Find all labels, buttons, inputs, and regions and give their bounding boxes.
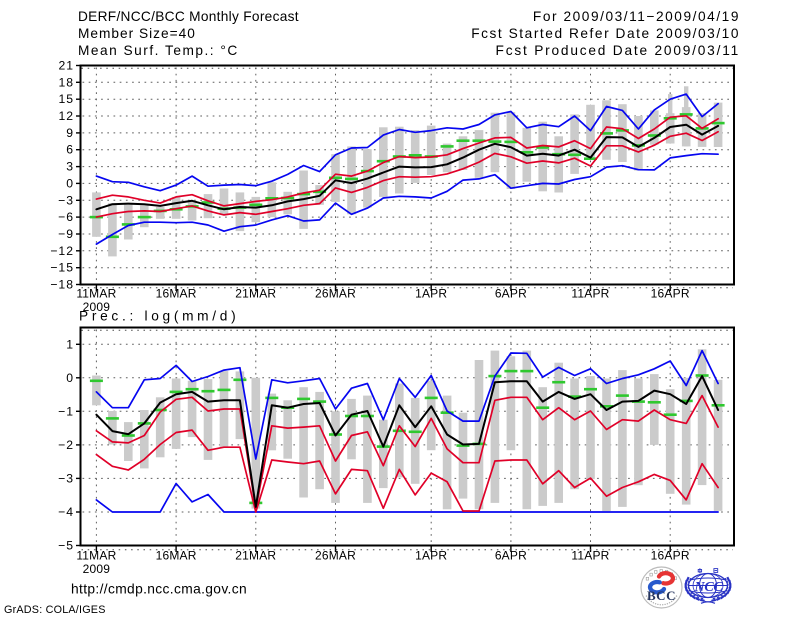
svg-text:−1: −1 xyxy=(58,404,74,418)
svg-text:Fcst Produced Date 2009/03/11: Fcst Produced Date 2009/03/11 xyxy=(496,43,740,58)
svg-text:−4: −4 xyxy=(58,505,74,519)
svg-text:18: 18 xyxy=(58,75,74,89)
svg-text:−2: −2 xyxy=(58,438,74,452)
svg-text:6APR: 6APR xyxy=(495,549,527,563)
svg-text:For 2009/03/11−2009/04/19: For 2009/03/11−2009/04/19 xyxy=(533,9,740,24)
svg-text:16MAR: 16MAR xyxy=(156,287,197,301)
svg-text:2009: 2009 xyxy=(83,562,111,576)
svg-text:11APR: 11APR xyxy=(571,549,609,563)
svg-text:26MAR: 26MAR xyxy=(315,287,356,301)
svg-text:−3: −3 xyxy=(58,193,74,207)
svg-text:Member Size=40: Member Size=40 xyxy=(78,26,196,41)
svg-text:9: 9 xyxy=(66,126,74,140)
svg-text:http://cmdp.ncc.cma.gov.cn: http://cmdp.ncc.cma.gov.cn xyxy=(71,582,247,597)
svg-text:−18: −18 xyxy=(50,278,74,292)
svg-text:−15: −15 xyxy=(50,261,74,275)
svg-text:Prec.: log(mm/d): Prec.: log(mm/d) xyxy=(79,309,239,324)
svg-text:21MAR: 21MAR xyxy=(235,549,276,563)
svg-text:−6: −6 xyxy=(58,210,74,224)
svg-text:−12: −12 xyxy=(50,244,74,258)
svg-text:−3: −3 xyxy=(58,471,74,485)
svg-text:6: 6 xyxy=(66,143,74,157)
svg-text:21MAR: 21MAR xyxy=(235,287,276,301)
svg-text:Fcst Started Refer Date 2009/0: Fcst Started Refer Date 2009/03/10 xyxy=(471,26,740,41)
svg-text:BCC: BCC xyxy=(647,588,676,603)
svg-text:15: 15 xyxy=(58,92,74,106)
svg-text:−5: −5 xyxy=(58,539,74,553)
svg-text:Mean Surf. Temp.: °C: Mean Surf. Temp.: °C xyxy=(78,43,239,58)
svg-text:3: 3 xyxy=(66,160,74,174)
svg-text:0: 0 xyxy=(66,176,74,190)
svg-text:16MAR: 16MAR xyxy=(156,549,197,563)
svg-text:−9: −9 xyxy=(58,227,74,241)
svg-text:11MAR: 11MAR xyxy=(76,549,116,563)
svg-text:21: 21 xyxy=(58,59,74,73)
svg-text:6APR: 6APR xyxy=(495,287,527,301)
svg-text:0: 0 xyxy=(66,371,74,385)
svg-text:11APR: 11APR xyxy=(571,287,609,301)
svg-text:26MAR: 26MAR xyxy=(315,549,356,563)
svg-text:2009: 2009 xyxy=(83,300,111,314)
svg-text:1APR: 1APR xyxy=(415,549,447,563)
svg-text:DERF/NCC/BCC Monthly Forecast: DERF/NCC/BCC Monthly Forecast xyxy=(78,9,299,24)
svg-text:16APR: 16APR xyxy=(651,287,690,301)
svg-text:11MAR: 11MAR xyxy=(76,287,116,301)
svg-text:12: 12 xyxy=(58,109,74,123)
svg-text:GrADS: COLA/IGES: GrADS: COLA/IGES xyxy=(4,604,106,616)
svg-text:NCC: NCC xyxy=(694,580,724,595)
svg-text:1APR: 1APR xyxy=(415,287,447,301)
svg-text:1: 1 xyxy=(66,337,74,351)
svg-text:16APR: 16APR xyxy=(651,549,690,563)
